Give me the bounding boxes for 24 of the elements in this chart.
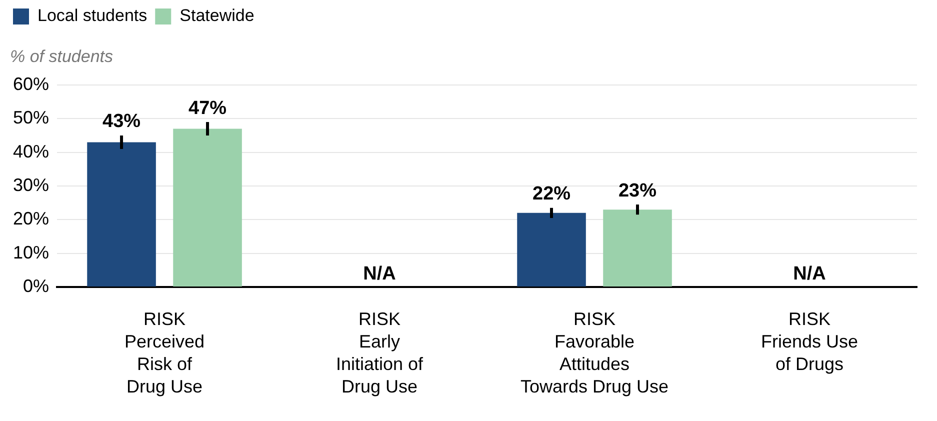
legend-label: Local students [38,6,148,26]
x-tick-label: RISK Perceived Risk of Drug Use [124,309,205,397]
y-tick-label: 0% [23,276,50,296]
y-tick-label: 60% [12,74,50,94]
y-tick-label: 10% [12,242,50,262]
y-tick-label: 50% [12,108,50,128]
text: N/A [793,264,826,285]
data-label: 43% [102,111,141,132]
data-label: 47% [188,98,227,119]
x-tick-label: RISK Friends Use of Drugs [760,309,858,374]
data-label: 22% [532,184,571,205]
bar [517,212,586,286]
y-tick-label: 40% [12,141,50,162]
bar [87,142,156,286]
bar [603,210,672,286]
y-tick-label: 30% [12,174,50,195]
text: N/A [363,264,396,285]
y-tick-label: 20% [12,208,50,229]
legend-label: Statewide [180,6,254,26]
x-tick-label: RISK Favorable Attitudes Towards Drug Use [520,309,669,397]
data-label: 23% [618,180,657,202]
x-tick-label: RISK Early Initiation of Drug Use [336,309,424,397]
y-axis-title: % of students [10,47,114,67]
bar [173,128,242,286]
